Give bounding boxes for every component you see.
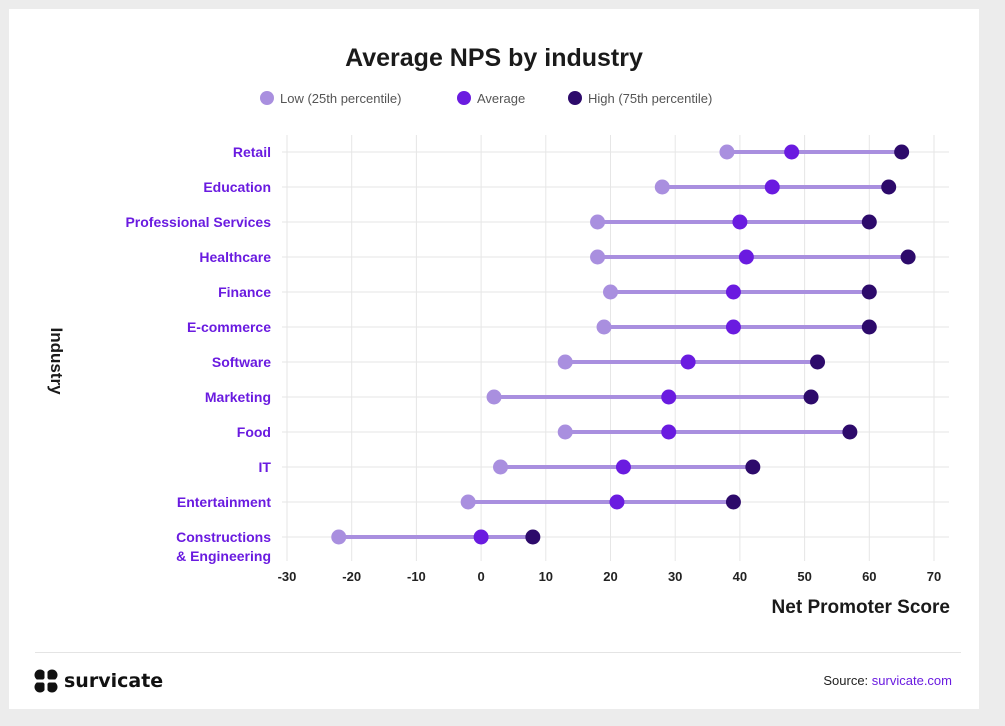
- point-average: [615, 459, 631, 475]
- point-low: [654, 179, 670, 195]
- x-tick-label: 10: [539, 569, 553, 584]
- survicate-logo-icon: [34, 669, 58, 693]
- x-tick-label: 50: [797, 569, 811, 584]
- point-low: [596, 319, 612, 335]
- point-high: [810, 354, 826, 370]
- point-high: [842, 424, 858, 440]
- category-label: IT: [259, 459, 272, 475]
- point-average: [661, 424, 677, 440]
- x-axis-label: Net Promoter Score: [772, 597, 950, 618]
- x-tick-label: 30: [668, 569, 682, 584]
- point-low: [719, 144, 735, 160]
- x-tick-label: 40: [733, 569, 747, 584]
- category-label: Finance: [218, 284, 271, 300]
- point-high: [525, 529, 541, 545]
- point-high: [861, 319, 877, 335]
- legend-marker-low: [260, 91, 274, 105]
- point-low: [590, 214, 606, 230]
- brand-name: survicate: [64, 670, 164, 692]
- point-high: [894, 144, 910, 160]
- category-label: E-commerce: [187, 319, 271, 335]
- point-low: [603, 284, 618, 300]
- point-average: [680, 354, 696, 370]
- point-average: [732, 214, 748, 230]
- point-low: [486, 389, 502, 405]
- legend-label-high: High (75th percentile): [588, 91, 712, 106]
- category-label-line: & Engineering: [176, 548, 271, 564]
- x-tick-label: 20: [603, 569, 617, 584]
- category-label: Food: [237, 424, 271, 440]
- point-average: [473, 529, 489, 545]
- source-label: Source:: [823, 673, 869, 688]
- legend-marker-avg: [457, 91, 471, 105]
- category-label-line: Finance: [218, 284, 271, 300]
- legend-marker-high: [568, 91, 582, 105]
- category-label-line: Constructions: [176, 529, 271, 545]
- point-high: [725, 494, 741, 510]
- category-label: Marketing: [205, 389, 271, 405]
- chart-title: Average NPS by industry: [345, 44, 643, 72]
- category-label-line: Professional Services: [125, 214, 271, 230]
- x-tick-label: -30: [278, 569, 297, 584]
- source-link[interactable]: survicate.com: [871, 673, 952, 688]
- point-low: [493, 459, 509, 475]
- point-average: [609, 494, 625, 510]
- x-tick-label: -10: [407, 569, 426, 584]
- point-low: [557, 424, 573, 440]
- category-label: Professional Services: [125, 214, 271, 230]
- category-label-line: Retail: [233, 144, 271, 160]
- point-average: [738, 249, 754, 265]
- legend-label-low: Low (25th percentile): [280, 91, 401, 106]
- category-label-line: Food: [237, 424, 271, 440]
- category-label-line: Healthcare: [199, 249, 271, 265]
- point-average: [784, 144, 800, 160]
- category-label-line: IT: [259, 459, 272, 475]
- x-tick-label: -20: [342, 569, 361, 584]
- category-label: Healthcare: [199, 249, 271, 265]
- legend-label-avg: Average: [477, 91, 525, 106]
- point-average: [725, 319, 741, 335]
- x-tick-label: 60: [862, 569, 876, 584]
- category-label-line: E-commerce: [187, 319, 271, 335]
- source-note: Source: survicate.com: [823, 673, 952, 688]
- point-average: [725, 284, 741, 300]
- category-label-line: Software: [212, 354, 271, 370]
- point-high: [881, 179, 897, 195]
- category-label: Education: [203, 179, 271, 195]
- footer-divider: [35, 652, 961, 653]
- point-average: [661, 389, 677, 405]
- point-low: [557, 354, 573, 370]
- category-label: Software: [212, 354, 271, 370]
- y-axis-label: Industry: [47, 327, 66, 395]
- point-average: [764, 179, 780, 195]
- x-tick-label: 0: [477, 569, 484, 584]
- survicate-logo[interactable]: survicate: [33, 666, 163, 696]
- category-label: Entertainment: [177, 494, 271, 510]
- point-high: [803, 389, 819, 405]
- category-label-line: Entertainment: [177, 494, 271, 510]
- x-tick-label: 70: [927, 569, 941, 584]
- category-label-line: Marketing: [205, 389, 271, 405]
- category-label: Constructions & Engineering: [176, 529, 271, 564]
- point-high: [900, 249, 916, 265]
- point-low: [590, 249, 606, 265]
- point-high: [861, 284, 877, 300]
- nps-dumbbell-chart: Average NPS by industry Low (25th percent…: [47, 44, 950, 618]
- category-label-line: Education: [203, 179, 271, 195]
- point-high: [861, 214, 877, 230]
- point-high: [745, 459, 761, 475]
- chart-card: Average NPS by industry Low (25th percent…: [9, 9, 979, 709]
- category-label: Retail: [233, 144, 271, 160]
- point-low: [460, 494, 476, 510]
- point-low: [331, 529, 347, 545]
